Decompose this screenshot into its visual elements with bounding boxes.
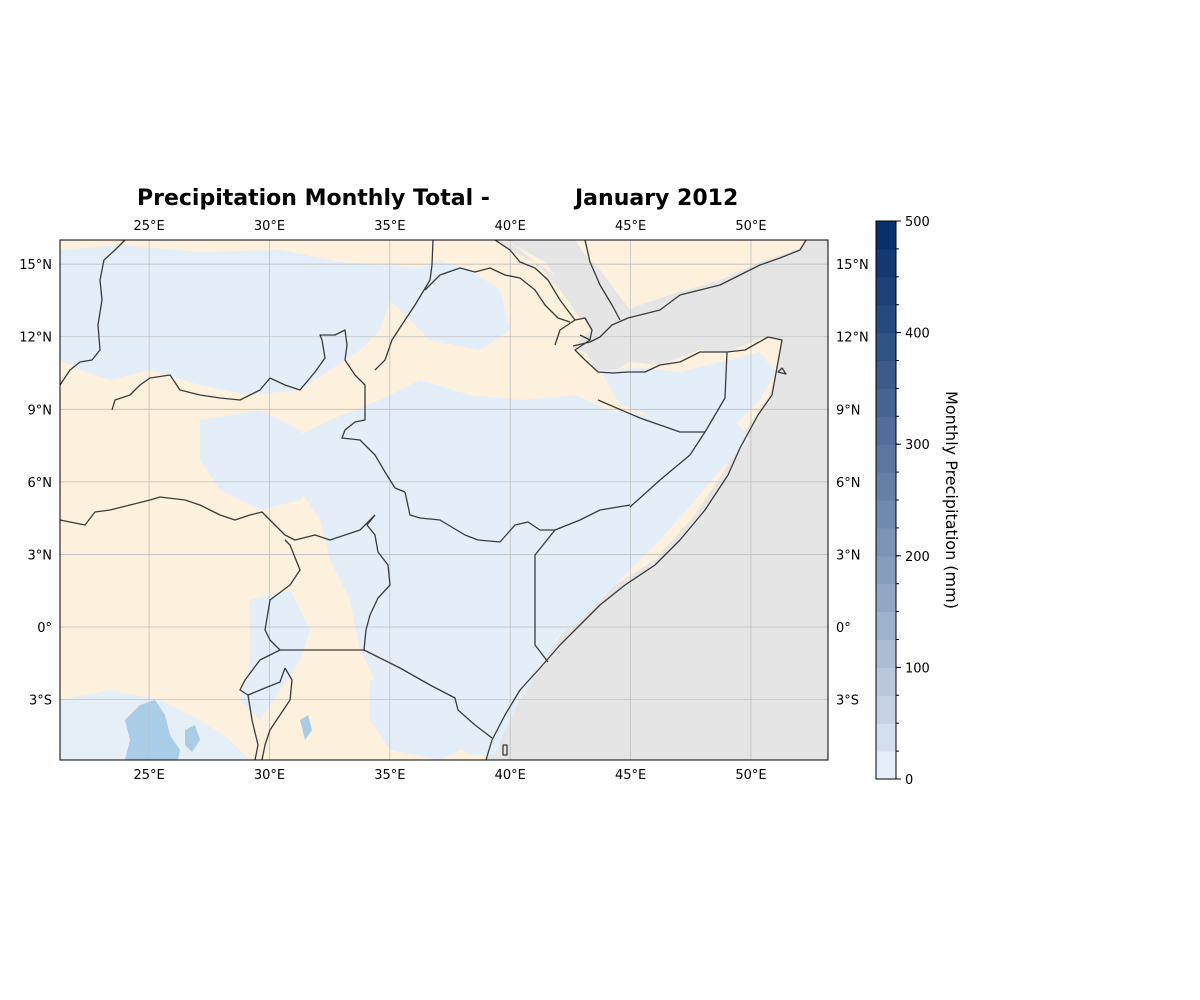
lat-tick-label-right: 6°N [836, 476, 861, 491]
lon-tick-label-bottom: 25°E [133, 768, 164, 783]
lat-tick-label-right: 3°S [836, 694, 859, 709]
border-ethiopia-somalia [629, 351, 728, 508]
lat-tick-label-right: 9°N [836, 403, 861, 418]
border-south-sudan-south [60, 496, 376, 541]
colorbar-band [876, 360, 896, 389]
lat-tick-label-left: 12°N [19, 331, 52, 346]
lat-tick-label-right: 0° [836, 621, 851, 636]
lat-tick-label-left: 6°N [28, 476, 53, 491]
border-tanzania-west [261, 667, 293, 760]
lon-tick-labels-bottom: 25°E 30°E 35°E 40°E 45°E 50°E [133, 768, 766, 783]
colorbar-tick-label: 100 [905, 661, 930, 676]
moderate-precip-regions [125, 700, 312, 760]
colorbar-band [876, 555, 896, 585]
border-south-sudan-north [111, 329, 406, 493]
lon-tick-label-top: 35°E [374, 219, 405, 234]
colorbar-band [876, 500, 896, 529]
lat-tick-label-left: 0° [37, 621, 52, 636]
border-somaliland [597, 399, 705, 433]
lon-tick-label-bottom: 50°E [735, 768, 766, 783]
colorbar-band [876, 276, 896, 306]
border-kenya-tanzania [363, 649, 493, 739]
border-eritrea [424, 267, 571, 323]
colorbar-band [876, 248, 896, 278]
coastline-socotra-tip [777, 367, 787, 375]
map-panel [60, 240, 828, 760]
colorbar-band [876, 221, 896, 250]
colorbar-band [876, 695, 896, 724]
lat-tick-labels-right: 15°N 12°N 9°N 6°N 3°N 0° 3°S [836, 258, 869, 708]
border-ethiopia-djibouti [554, 319, 591, 346]
colorbar-band [876, 527, 896, 557]
lon-tick-labels-top: 25°E 30°E 35°E 40°E 45°E 50°E [133, 219, 766, 234]
colorbar-tick-label: 400 [905, 327, 930, 342]
lat-tick-label-right: 3°N [836, 548, 861, 563]
gridlines [60, 240, 828, 760]
lat-tick-label-left: 3°S [29, 694, 52, 709]
colorbar-band [876, 388, 896, 417]
lon-tick-label-bottom: 40°E [495, 768, 526, 783]
colorbar-band [876, 416, 896, 445]
colorbar-tick-label: 200 [905, 550, 930, 565]
country-borders [60, 240, 807, 760]
lat-tick-label-left: 9°N [28, 403, 53, 418]
colorbar: 0 100 200 300 400 500 Monthly Precipitation (… [875, 215, 961, 788]
border-sudan-north [60, 240, 126, 386]
lon-tick-label-top: 30°E [254, 219, 285, 234]
lat-tick-label-left: 3°N [28, 548, 53, 563]
colorbar-band [876, 751, 896, 780]
colorbar-label: Monthly Precipitation (mm) [942, 391, 961, 609]
lon-tick-label-bottom: 35°E [374, 768, 405, 783]
colorbar-band [876, 583, 896, 613]
colorbar-tick-label: 0 [905, 773, 913, 788]
colorbar-band [876, 304, 896, 334]
colorbar-tick-label: 500 [905, 215, 930, 230]
coastline-pemba [502, 744, 508, 756]
lat-tick-labels-left: 15°N 12°N 9°N 6°N 3°N 0° 3°S [19, 258, 52, 708]
lat-tick-label-right: 15°N [836, 258, 869, 273]
lon-tick-label-bottom: 30°E [254, 768, 285, 783]
colorbar-band [876, 667, 896, 696]
light-precip-regions [60, 245, 775, 760]
colorbar-tick-label: 300 [905, 438, 930, 453]
ocean-area [486, 240, 828, 760]
coastline-gulf-of-aden [572, 240, 807, 347]
lat-tick-label-right: 12°N [836, 331, 869, 346]
lon-tick-label-top: 45°E [615, 219, 646, 234]
map-frame [59, 239, 829, 761]
title-part-1: Precipitation Monthly Total - [137, 186, 490, 211]
coastline-red-sea-west [584, 240, 621, 321]
border-ethiopia-sudan [374, 240, 434, 371]
colorbar-band [876, 639, 896, 668]
border-kenya-somalia [534, 529, 556, 663]
lon-tick-label-top: 40°E [495, 219, 526, 234]
lat-tick-label-left: 15°N [19, 258, 52, 273]
colorbar-band [876, 472, 896, 501]
lon-tick-label-top: 25°E [133, 219, 164, 234]
border-rwanda-burundi [239, 649, 286, 760]
lon-tick-label-top: 50°E [735, 219, 766, 234]
colorbar-band [876, 723, 896, 752]
colorbar-band [876, 611, 896, 640]
lon-tick-label-bottom: 45°E [615, 768, 646, 783]
colorbar-bands [876, 221, 896, 780]
border-ethiopia-kenya [404, 491, 631, 543]
colorbar-band [876, 332, 896, 361]
colorbar-ticks: 0 100 200 300 400 500 [896, 215, 930, 788]
colorbar-band [876, 444, 896, 473]
red-sea [505, 240, 630, 320]
border-uganda [264, 514, 391, 651]
title-part-2: January 2012 [575, 186, 739, 211]
